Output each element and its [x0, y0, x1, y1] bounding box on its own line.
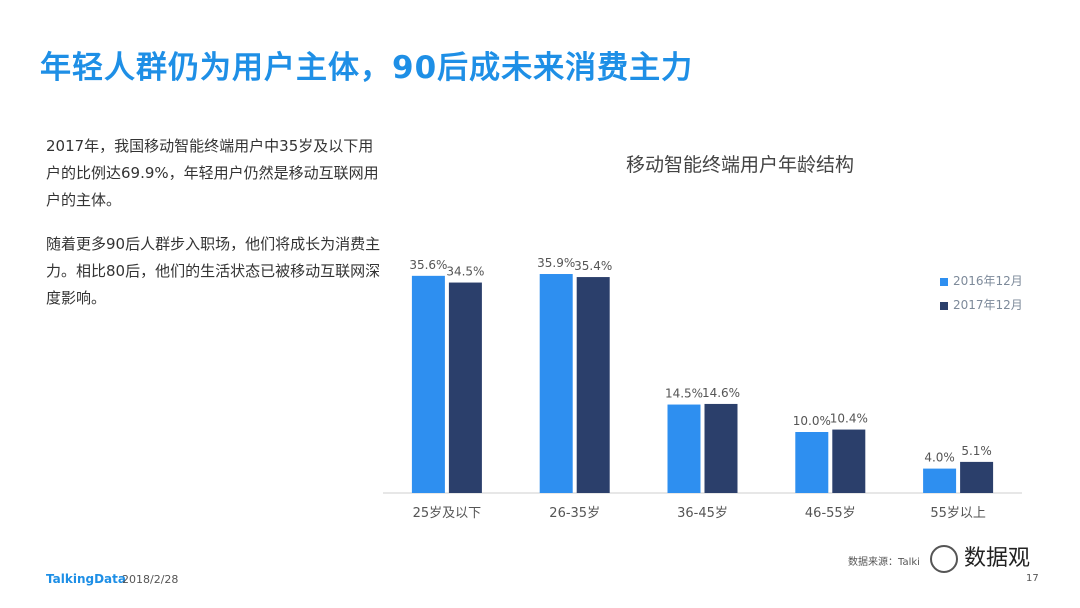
data-label-2017-4: 5.1% [961, 444, 992, 458]
legend-item-2017: 2017年12月 [940, 296, 1023, 313]
bar-2017-0 [448, 282, 482, 493]
category-label-0: 25岁及以下 [413, 506, 482, 521]
data-label-2017-1: 35.4% [574, 259, 612, 273]
legend-swatch-2016 [940, 277, 948, 286]
watermark-text: 数据观 [964, 546, 1031, 571]
data-label-2016-1: 35.9% [537, 256, 575, 270]
bar-2016-3 [795, 432, 829, 493]
talkingdata-logo: TalkingData [46, 572, 126, 586]
data-label-2016-4: 4.0% [924, 451, 955, 465]
bar-2017-2 [704, 403, 738, 493]
bar-2017-4 [960, 461, 994, 493]
legend-item-2016: 2016年12月 [940, 272, 1023, 289]
category-label-1: 26-35岁 [549, 506, 600, 521]
legend-label-2016: 2016年12月 [953, 274, 1023, 288]
data-label-2017-2: 14.6% [702, 386, 740, 400]
category-label-4: 55岁以上 [930, 506, 986, 521]
data-label-2016-3: 10.0% [793, 414, 831, 428]
bar-2016-0 [411, 275, 445, 493]
chart-title: 移动智能终端用户年龄结构 [625, 154, 854, 176]
bar-2017-3 [832, 429, 866, 493]
intro-paragraph: 2017年，我国移动智能终端用户中35岁及以下用户的比例达69.9%，年轻用户仍… [46, 137, 379, 209]
data-label-2016-2: 14.5% [665, 387, 703, 401]
category-label-2: 36-45岁 [677, 506, 728, 521]
bar-2016-1 [539, 274, 573, 493]
bar-2016-4 [923, 468, 957, 493]
category-label-3: 46-55岁 [805, 506, 856, 521]
data-label-2017-0: 34.5% [446, 265, 484, 279]
data-source-note: 数据来源：Talki [848, 557, 920, 568]
legend-swatch-2017 [940, 301, 948, 310]
watermark: 数据观 [930, 540, 1030, 573]
slide-title: 年轻人群仍为用户主体，90后成未来消费主力 [40, 50, 694, 86]
wechat-icon [930, 545, 958, 573]
insight-paragraph: 随着更多90后人群步入职场，他们将成长为消费主力。相比80后，他们的生活状态已被… [46, 235, 381, 307]
footer-date: 2018/2/28 [122, 573, 179, 586]
legend-label-2017: 2017年12月 [953, 298, 1023, 312]
data-label-2017-3: 10.4% [830, 412, 868, 426]
bar-2017-1 [576, 277, 610, 493]
bar-2016-2 [667, 404, 701, 493]
page-number: 17 [1026, 573, 1039, 584]
data-label-2016-0: 35.6% [409, 258, 447, 272]
